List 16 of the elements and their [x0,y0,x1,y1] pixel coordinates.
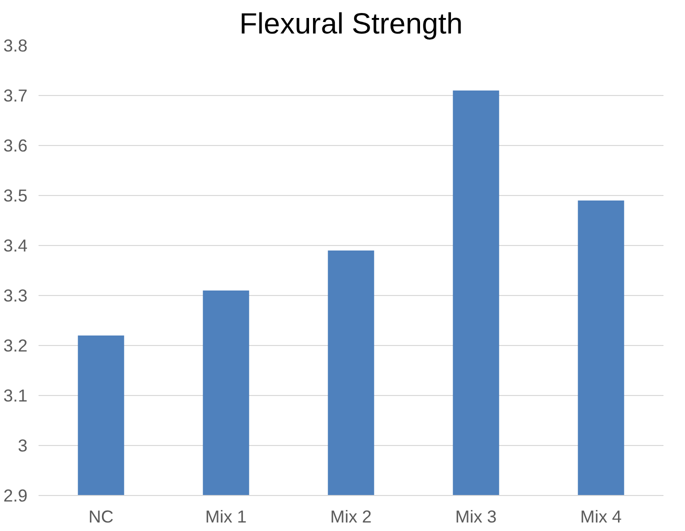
y-tick-label: 3.7 [3,86,28,106]
y-tick-label: 3.6 [3,136,28,156]
y-tick-label: 3.3 [3,286,28,306]
x-tick-label: NC [88,506,114,526]
x-tick-label: Mix 4 [580,506,622,526]
x-tick-label: Mix 2 [330,506,372,526]
y-tick-label: 3.8 [3,36,28,56]
x-tick-label: Mix 1 [205,506,247,526]
y-tick-label: 2.9 [3,486,28,506]
chart-title: Flexural Strength [239,8,463,40]
y-tick-label: 3.2 [3,336,28,356]
y-tick-label: 3.4 [3,236,28,256]
y-tick-label: 3 [18,436,28,456]
x-tick-label: Mix 3 [455,506,497,526]
y-tick-label: 3.1 [3,386,28,406]
y-tick-label: 3.5 [3,186,28,206]
